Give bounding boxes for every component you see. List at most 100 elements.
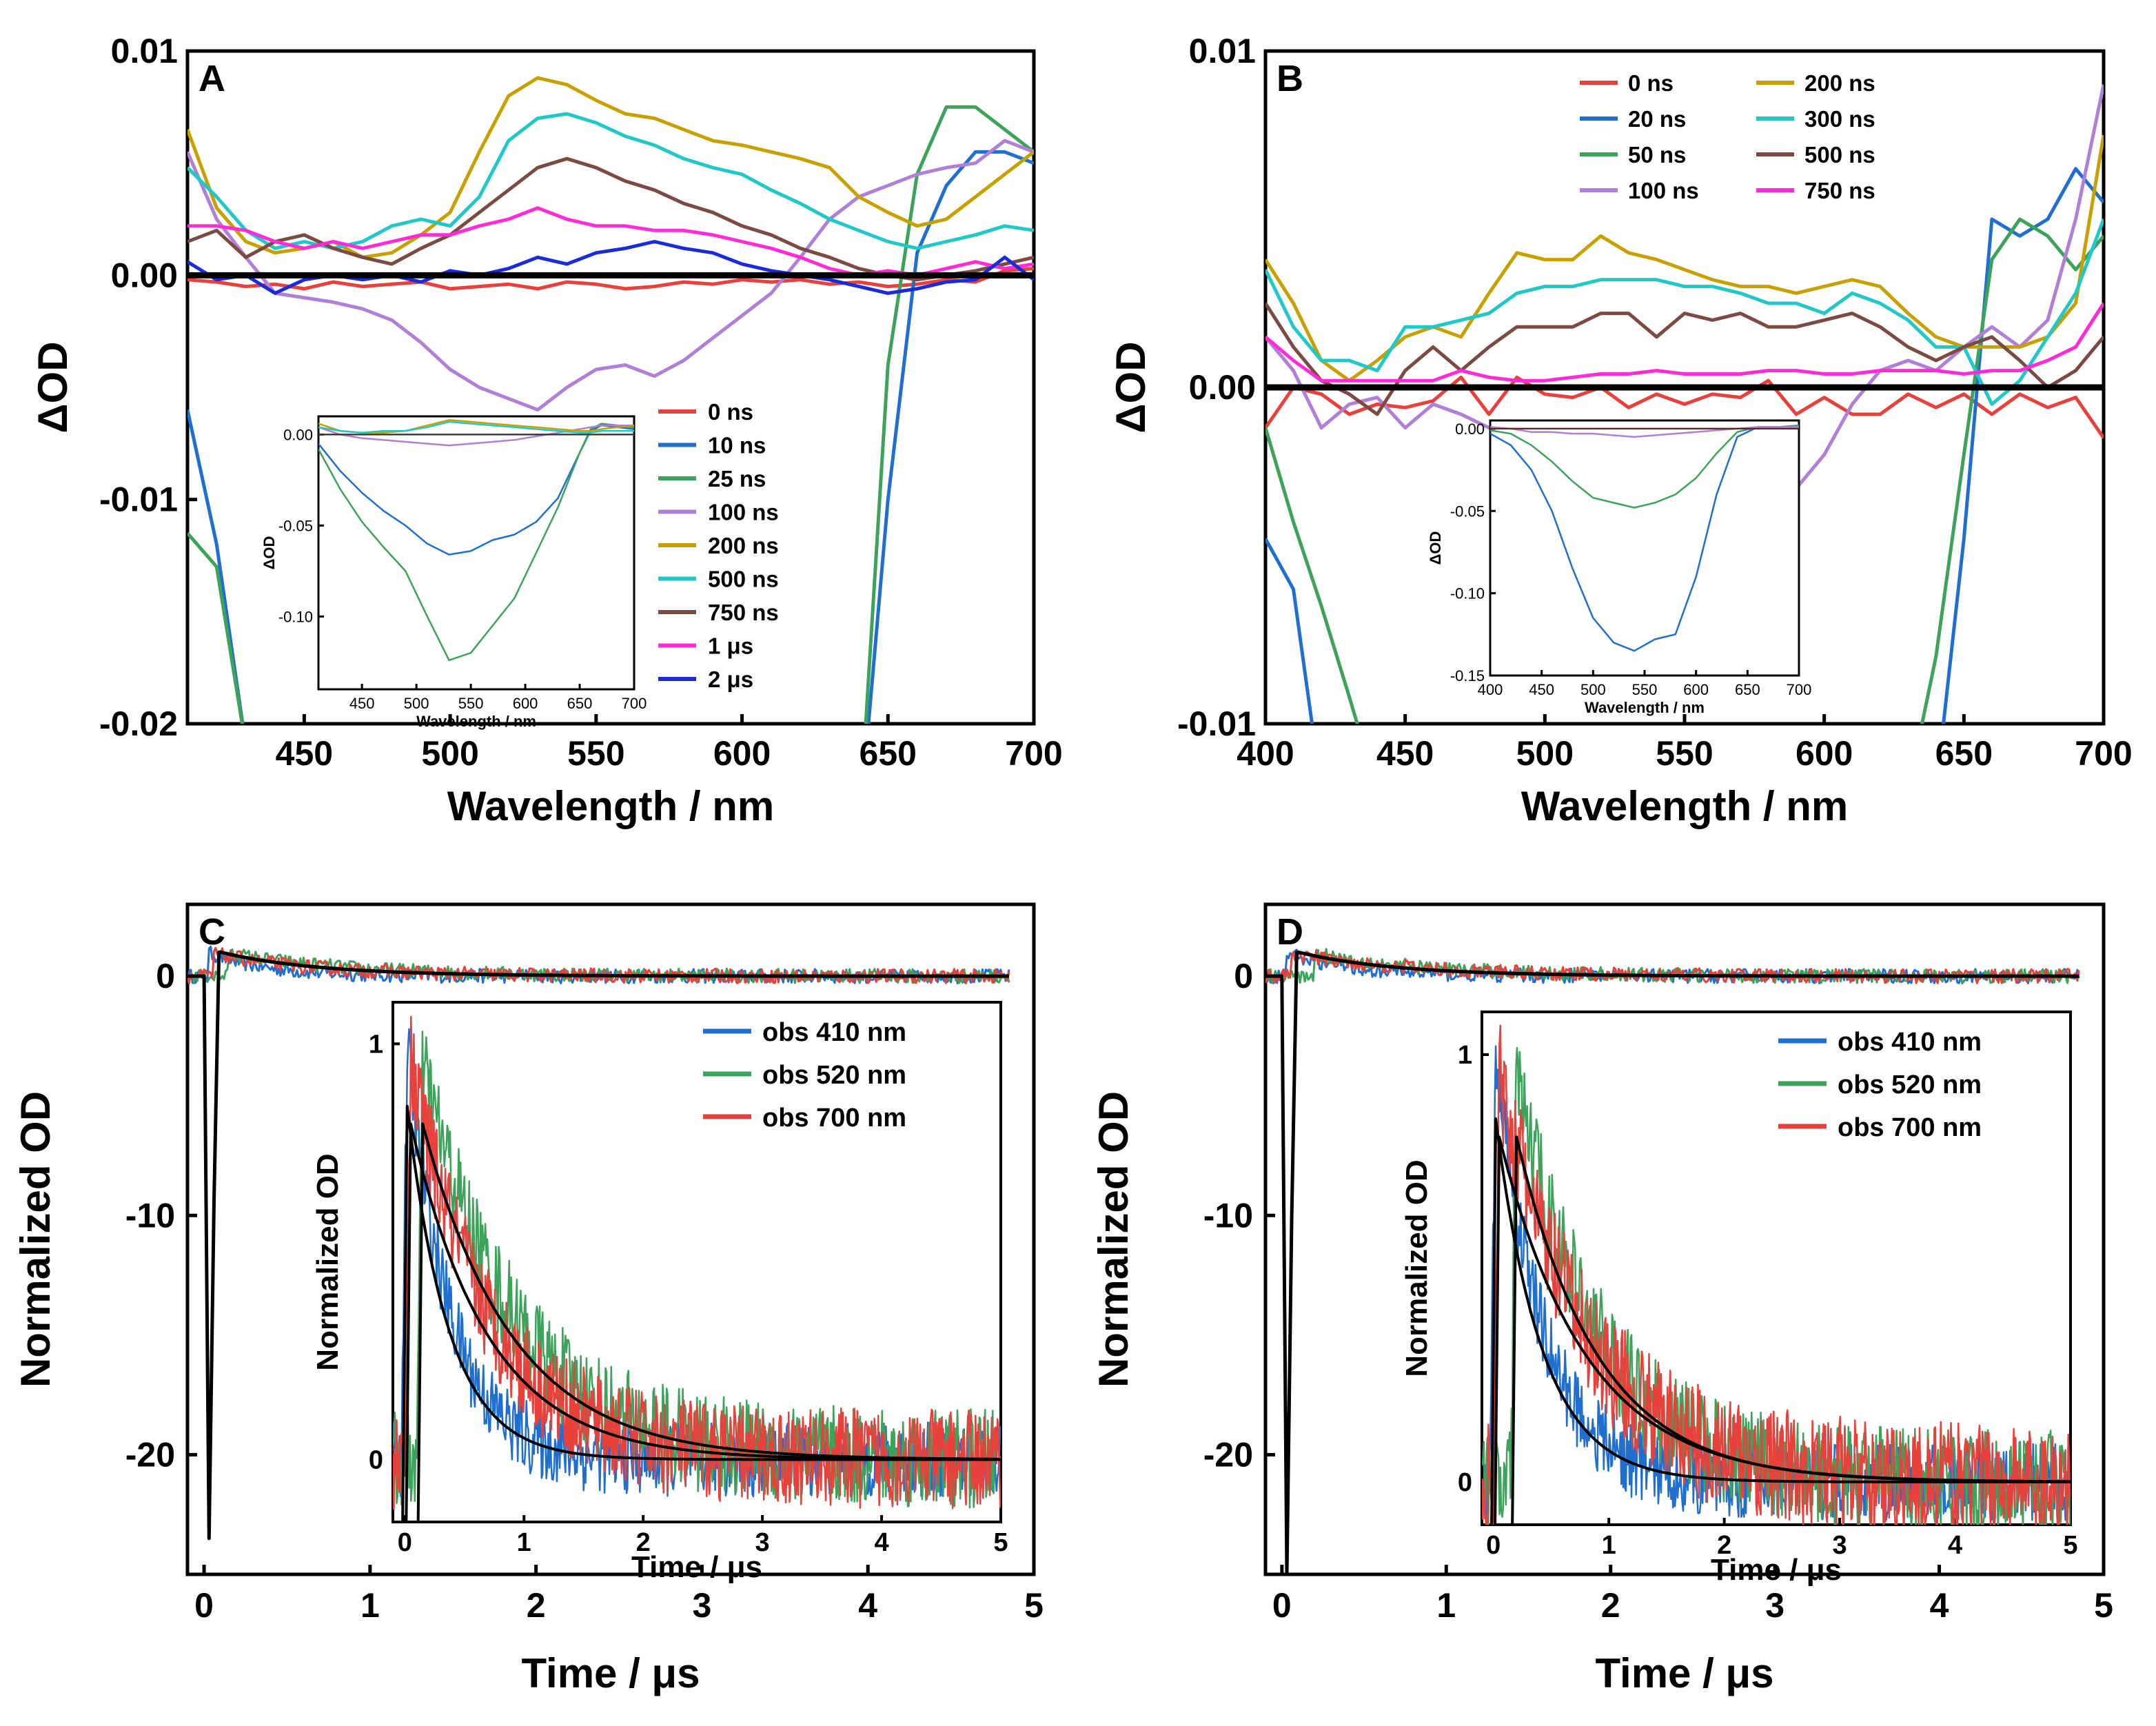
legend-label: 25 ns xyxy=(708,466,766,491)
inset-B-xtick-label: 700 xyxy=(1787,681,1812,698)
inset-A-xtick-label: 550 xyxy=(458,695,484,712)
legend-label: 100 ns xyxy=(708,500,779,525)
inset-x-label: Wavelength / nm xyxy=(1585,699,1705,716)
inset-B-ytick-label: 0.00 xyxy=(1455,420,1485,438)
panel-C-ytick-label: -20 xyxy=(125,1435,175,1474)
panel-letter: B xyxy=(1277,58,1303,99)
inset-C-ytick-label: 1 xyxy=(369,1030,383,1059)
panel-A-xtick-label: 700 xyxy=(1005,734,1062,773)
inset-C-xtick-label: 5 xyxy=(993,1528,1008,1557)
panel-D-ytick-label: -10 xyxy=(1203,1196,1253,1235)
inset-A-ytick-label: -0.05 xyxy=(278,517,313,534)
legend-label: 500 ns xyxy=(1804,142,1875,167)
panel-A-ytick-label: -0.01 xyxy=(99,480,178,519)
inset-legend-label: obs 520 nm xyxy=(762,1061,906,1090)
inset-y-label: Normalized OD xyxy=(1400,1159,1434,1377)
legend-label: 0 ns xyxy=(1628,70,1674,96)
panel-B-xtick-label: 500 xyxy=(1516,734,1574,773)
x-axis-label: Wavelength / nm xyxy=(1521,783,1849,829)
main-trace xyxy=(1265,950,2079,1574)
inset-series-line xyxy=(318,419,634,434)
series-line xyxy=(187,150,1034,724)
legend-label: 0 ns xyxy=(708,399,753,425)
inset-A-xtick-label: 650 xyxy=(567,695,593,712)
panel-B-xtick-label: 450 xyxy=(1376,734,1434,773)
panel-A-xtick-label: 650 xyxy=(860,734,917,773)
panel-B-xtick-label: 550 xyxy=(1656,734,1713,773)
inset-series-line xyxy=(318,420,634,434)
inset-legend-label: obs 700 nm xyxy=(762,1104,906,1133)
y-axis-label: Normalized OD xyxy=(1090,1091,1137,1388)
x-axis-label: Time / μs xyxy=(1595,1650,1773,1696)
panel-A-xtick-label: 550 xyxy=(567,734,624,773)
panel-A: 450 500 550 600 650 700 -0.02 -0.01 0.00 0.01 A Wav… xyxy=(30,32,1063,829)
inset-D-xtick-label: 2 xyxy=(1717,1531,1731,1560)
panel-A-ytick-label: 0.00 xyxy=(111,256,178,294)
panel-C-xtick-label: 5 xyxy=(1024,1586,1044,1625)
inset-legend-label: obs 410 nm xyxy=(762,1018,906,1047)
panel-B-xtick-label: 650 xyxy=(1935,734,1993,773)
panel-B-ytick-label: -0.01 xyxy=(1177,704,1256,743)
inset-B-xtick-label: 400 xyxy=(1478,681,1503,698)
inset-x-label: Wavelength / nm xyxy=(416,713,536,730)
plot-area xyxy=(1265,948,2080,1574)
inset-B: 400 450 500 550 600 650 700 -0.15 -0.10 -0.05 0.00… xyxy=(1427,419,1812,716)
panel-C-xtick-label: 1 xyxy=(360,1586,380,1625)
inset-B-ytick-label: -0.15 xyxy=(1450,667,1485,684)
inset-B-xtick-label: 500 xyxy=(1580,681,1606,698)
panel-B-xtick-label: 400 xyxy=(1237,734,1294,773)
inset-x-label: Time / μs xyxy=(1711,1553,1842,1587)
x-axis-label: Time / μs xyxy=(521,1650,700,1696)
legend-label: 200 ns xyxy=(1804,70,1875,96)
y-axis-label: ΔOD xyxy=(30,341,76,433)
inset-legend-label: obs 700 nm xyxy=(1838,1113,1982,1142)
inset-D: 0 1 2 3 4 5 0 1 obs 410 nm obs 520 nm obs 700 nm Ti… xyxy=(1400,1011,2078,1587)
series-line xyxy=(187,139,1034,412)
inset-fit-curve xyxy=(1494,1135,2070,1525)
inset-series-line xyxy=(1490,424,1799,652)
inset-y-label: ΔOD xyxy=(1427,531,1444,565)
panel-D-xtick-label: 5 xyxy=(2094,1586,2113,1625)
inset-A-xtick-label: 450 xyxy=(349,695,375,712)
series-line xyxy=(187,206,1034,277)
panel-A-xtick-label: 500 xyxy=(421,734,478,773)
panel-B-ytick-label: 0.00 xyxy=(1189,368,1256,407)
inset-C-xtick-label: 2 xyxy=(636,1528,651,1557)
panel-D-xtick-label: 1 xyxy=(1436,1586,1456,1625)
legend-label: 10 ns xyxy=(708,433,766,458)
legend-label: 300 ns xyxy=(1804,106,1875,132)
series-line xyxy=(187,267,1034,291)
panel-D-xtick-label: 3 xyxy=(1765,1586,1784,1625)
series-line xyxy=(1265,167,2104,724)
legend-label: 750 ns xyxy=(1804,178,1875,203)
panel-A-ytick-label: 0.01 xyxy=(111,32,178,70)
inset-plot-area xyxy=(318,419,634,662)
panel-C-ytick-label: 0 xyxy=(156,957,175,995)
inset-B-frame xyxy=(1489,419,1800,677)
panel-D-ytick-label: 0 xyxy=(1234,957,1253,995)
inset-series-line xyxy=(318,423,634,662)
inset-A-frame xyxy=(317,415,635,691)
legend-label: 1 μs xyxy=(708,633,753,659)
panel-C-xtick-label: 4 xyxy=(858,1586,877,1625)
panel-C-xtick-label: 3 xyxy=(693,1586,712,1625)
inset-C-xtick-label: 0 xyxy=(398,1528,412,1557)
inset-y-label: Normalized OD xyxy=(311,1153,345,1370)
inset-series-line xyxy=(318,424,634,447)
inset-D-ytick-label: 0 xyxy=(1458,1468,1472,1497)
inset-B-xtick-label: 550 xyxy=(1632,681,1658,698)
inset-C: 0 1 2 3 4 5 0 1 obs 410 nm obs 520 nm obs 700 nm Ti… xyxy=(311,1001,1008,1584)
inset-legend-label: obs 410 nm xyxy=(1838,1028,1982,1057)
panel-D-xtick-label: 4 xyxy=(1930,1586,1949,1625)
inset-C-xtick-label: 4 xyxy=(874,1528,888,1557)
inset-x-label: Time / μs xyxy=(631,1550,762,1584)
inset-D-xtick-label: 0 xyxy=(1486,1531,1501,1560)
inset-A-ytick-label: 0.00 xyxy=(283,426,313,443)
y-axis-label: Normalized OD xyxy=(12,1091,59,1388)
inset-A-xtick-label: 600 xyxy=(513,695,538,712)
inset-C-ytick-label: 0 xyxy=(369,1446,383,1475)
y-axis-label: ΔOD xyxy=(1108,341,1154,433)
panel-C-xtick-label: 0 xyxy=(194,1586,214,1625)
